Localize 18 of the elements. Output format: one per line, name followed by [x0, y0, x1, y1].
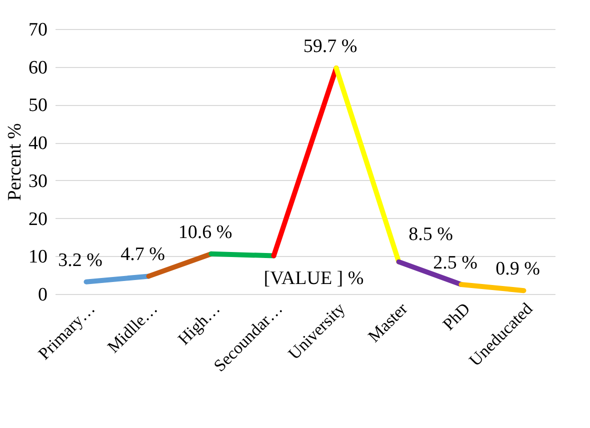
y-tick-label: 70: [28, 20, 48, 40]
data-label: 59.7 %: [303, 36, 358, 57]
data-label: 2.5 %: [433, 252, 478, 274]
data-label: 8.5 %: [408, 224, 454, 245]
data-label: [VALUE ] %: [264, 268, 364, 289]
y-tick-label: 20: [28, 208, 48, 230]
data-label: 10.6 %: [178, 222, 232, 243]
y-tick-label: 0: [38, 284, 48, 306]
y-tick-label: 30: [28, 170, 48, 192]
data-label: 4.7 %: [120, 244, 166, 266]
data-label: 0.9 %: [496, 258, 540, 280]
y-axis-title: Percent %: [4, 123, 26, 201]
y-tick-label: 40: [28, 133, 48, 154]
data-label: 3.2 %: [58, 250, 103, 271]
y-tick-label: 10: [28, 246, 48, 268]
x-tick-label: PhD: [438, 299, 474, 334]
y-tick-label: 60: [28, 57, 48, 78]
y-tick-label: 50: [28, 95, 48, 116]
